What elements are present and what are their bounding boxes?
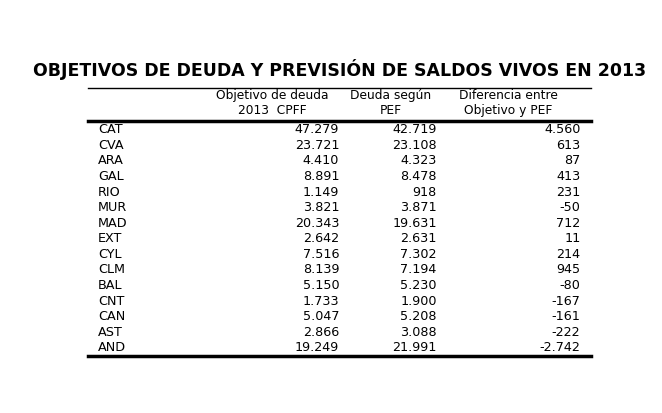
Text: MAD: MAD [98, 217, 128, 230]
Text: Objetivo de deuda
2013  CPFF: Objetivo de deuda 2013 CPFF [216, 89, 329, 117]
Text: BAL: BAL [98, 279, 122, 292]
Text: -80: -80 [559, 279, 581, 292]
Text: 20.343: 20.343 [295, 217, 340, 230]
Text: 712: 712 [556, 217, 581, 230]
Text: 11: 11 [564, 232, 581, 245]
Text: 7.194: 7.194 [401, 263, 437, 276]
Text: 413: 413 [556, 170, 581, 183]
Text: GAL: GAL [98, 170, 124, 183]
Text: -50: -50 [559, 201, 581, 214]
Text: 2.866: 2.866 [303, 326, 340, 339]
Text: 1.900: 1.900 [401, 294, 437, 308]
Text: 2.642: 2.642 [303, 232, 340, 245]
Text: 5.047: 5.047 [303, 310, 340, 323]
Text: 1.149: 1.149 [303, 185, 340, 199]
Text: -222: -222 [552, 326, 581, 339]
Text: CLM: CLM [98, 263, 125, 276]
Text: 23.108: 23.108 [392, 139, 437, 152]
Text: 613: 613 [556, 139, 581, 152]
Text: 23.721: 23.721 [295, 139, 340, 152]
Text: 87: 87 [564, 154, 581, 167]
Text: CYL: CYL [98, 248, 122, 261]
Text: RIO: RIO [98, 185, 121, 199]
Text: 21.991: 21.991 [393, 341, 437, 354]
Text: CNT: CNT [98, 294, 124, 308]
Text: CAT: CAT [98, 123, 122, 136]
Text: -167: -167 [551, 294, 581, 308]
Text: 4.560: 4.560 [544, 123, 581, 136]
Text: 19.249: 19.249 [295, 341, 340, 354]
Text: 8.478: 8.478 [401, 170, 437, 183]
Text: EXT: EXT [98, 232, 122, 245]
Text: 7.302: 7.302 [401, 248, 437, 261]
Text: 4.410: 4.410 [303, 154, 340, 167]
Text: 19.631: 19.631 [393, 217, 437, 230]
Text: 3.821: 3.821 [303, 201, 340, 214]
Text: 42.719: 42.719 [393, 123, 437, 136]
Text: 3.088: 3.088 [400, 326, 437, 339]
Text: 8.139: 8.139 [303, 263, 340, 276]
Text: 918: 918 [412, 185, 437, 199]
Text: 1.733: 1.733 [303, 294, 340, 308]
Text: MUR: MUR [98, 201, 127, 214]
Text: Deuda según
PEF: Deuda según PEF [350, 89, 431, 117]
Text: 231: 231 [556, 185, 581, 199]
Text: 945: 945 [556, 263, 581, 276]
Text: AND: AND [98, 341, 126, 354]
Text: 4.323: 4.323 [401, 154, 437, 167]
Text: OBJETIVOS DE DEUDA Y PREVISIÓN DE SALDOS VIVOS EN 2013: OBJETIVOS DE DEUDA Y PREVISIÓN DE SALDOS… [32, 59, 646, 80]
Text: 47.279: 47.279 [295, 123, 340, 136]
Text: 3.871: 3.871 [400, 201, 437, 214]
Text: Diferencia entre
Objetivo y PEF: Diferencia entre Objetivo y PEF [459, 89, 558, 117]
Text: 214: 214 [556, 248, 581, 261]
Text: -2.742: -2.742 [540, 341, 581, 354]
Text: 7.516: 7.516 [303, 248, 340, 261]
Text: 5.208: 5.208 [401, 310, 437, 323]
Text: 8.891: 8.891 [303, 170, 340, 183]
Text: 5.150: 5.150 [303, 279, 340, 292]
Text: ARA: ARA [98, 154, 124, 167]
Text: -161: -161 [551, 310, 581, 323]
Text: CVA: CVA [98, 139, 124, 152]
Text: CAN: CAN [98, 310, 125, 323]
Text: 5.230: 5.230 [401, 279, 437, 292]
Text: 2.631: 2.631 [401, 232, 437, 245]
Text: AST: AST [98, 326, 123, 339]
